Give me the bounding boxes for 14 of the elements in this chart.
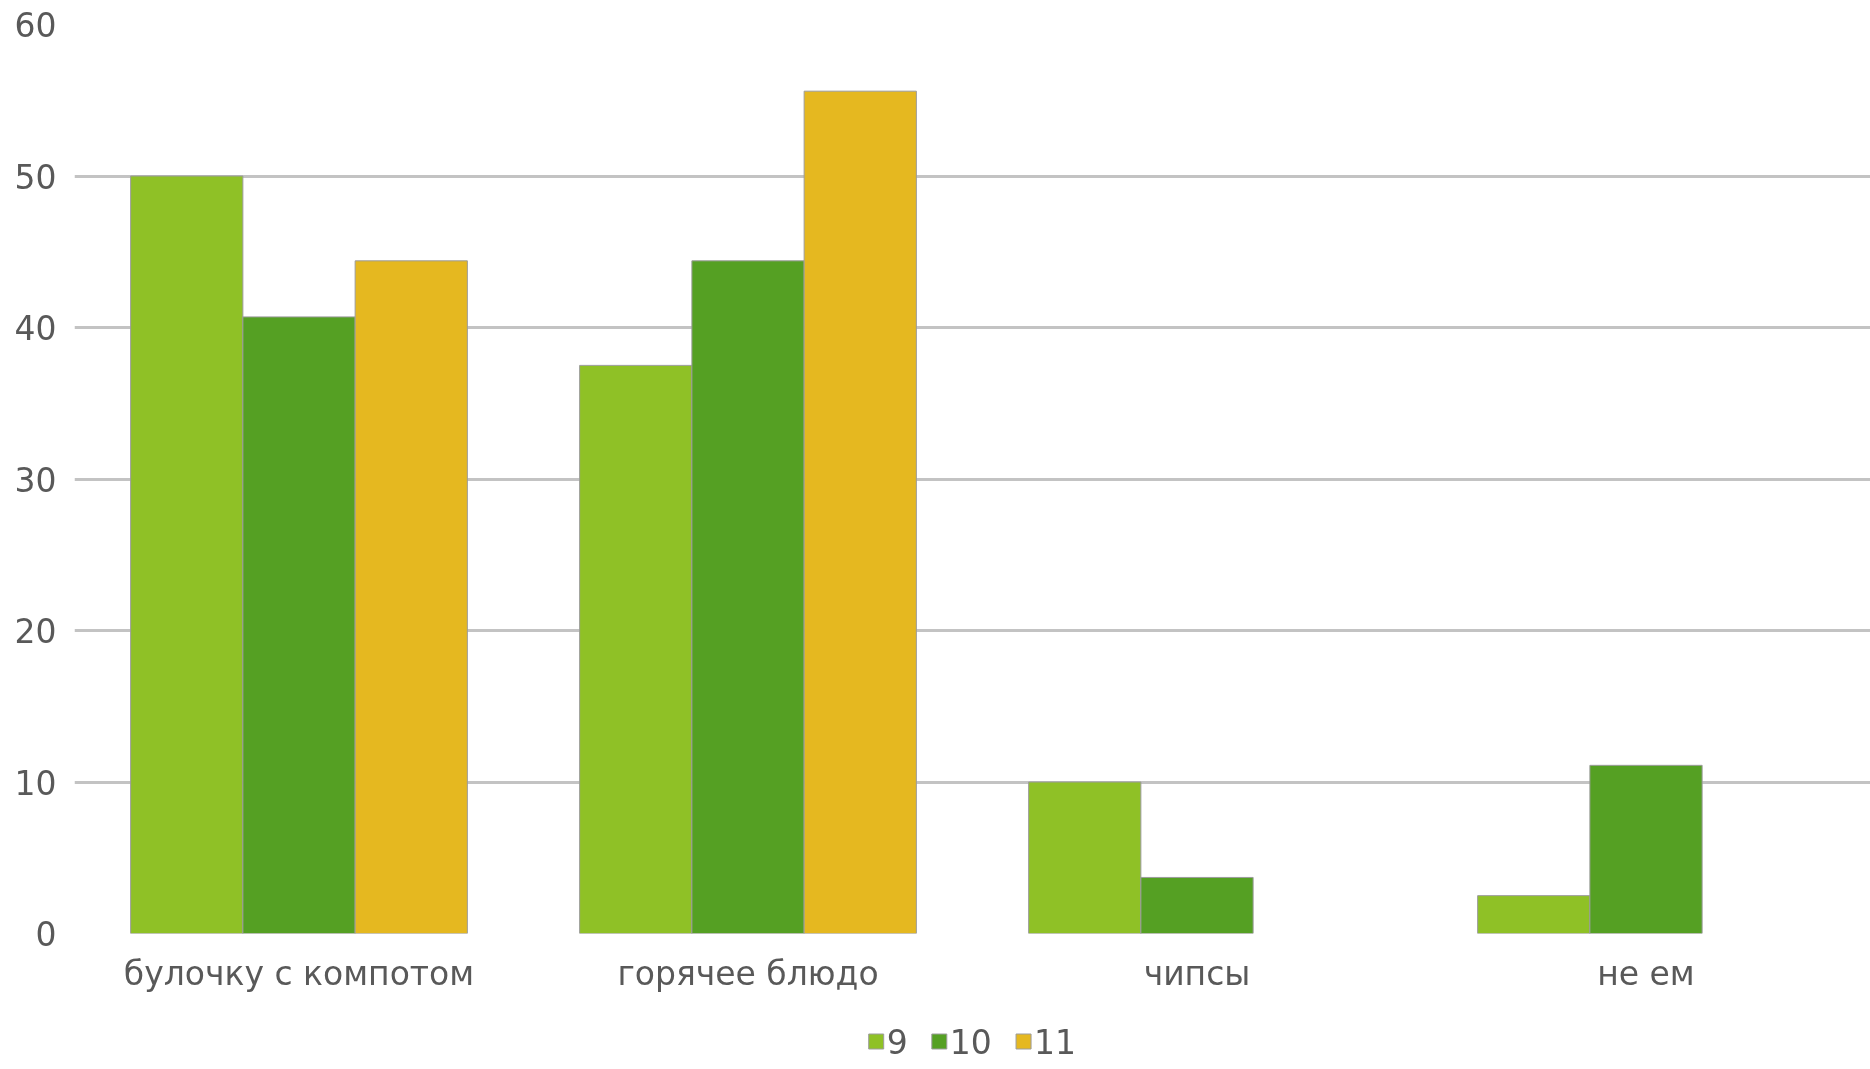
y-tick-label: 50 <box>14 157 57 197</box>
legend-label: 10 <box>949 1023 992 1062</box>
y-tick-label: 60 <box>14 6 57 45</box>
y-tick-label: 20 <box>14 612 57 651</box>
x-tick-label: не ем <box>1597 953 1695 993</box>
x-tick-label: чипсы <box>1143 953 1251 993</box>
legend-label: 9 <box>886 1023 908 1062</box>
x-tick-label: булочку с компотом <box>123 953 475 993</box>
y-tick-label: 10 <box>14 763 57 803</box>
x-tick-label: горячее блюдо <box>617 953 879 993</box>
legend-label: 11 <box>1034 1023 1077 1062</box>
y-tick-label: 30 <box>14 460 57 500</box>
y-tick-label: 0 <box>35 915 57 954</box>
y-tick-label: 40 <box>14 309 57 348</box>
